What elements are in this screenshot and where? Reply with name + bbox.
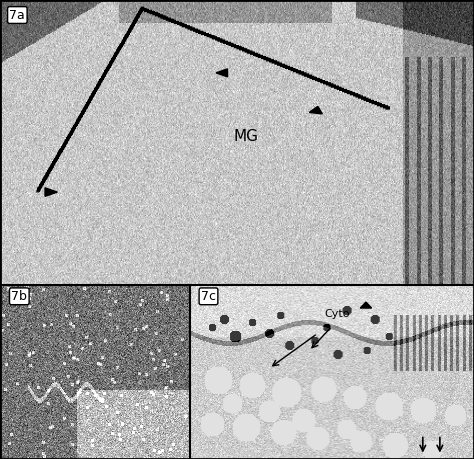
Polygon shape bbox=[216, 69, 228, 77]
Text: 7c: 7c bbox=[201, 290, 216, 303]
Text: 7a: 7a bbox=[9, 9, 25, 22]
Text: Cyto: Cyto bbox=[325, 309, 350, 319]
Polygon shape bbox=[360, 302, 372, 308]
Text: MG: MG bbox=[234, 129, 259, 144]
Polygon shape bbox=[309, 106, 322, 114]
Text: 7b: 7b bbox=[11, 290, 27, 303]
Polygon shape bbox=[45, 188, 57, 196]
